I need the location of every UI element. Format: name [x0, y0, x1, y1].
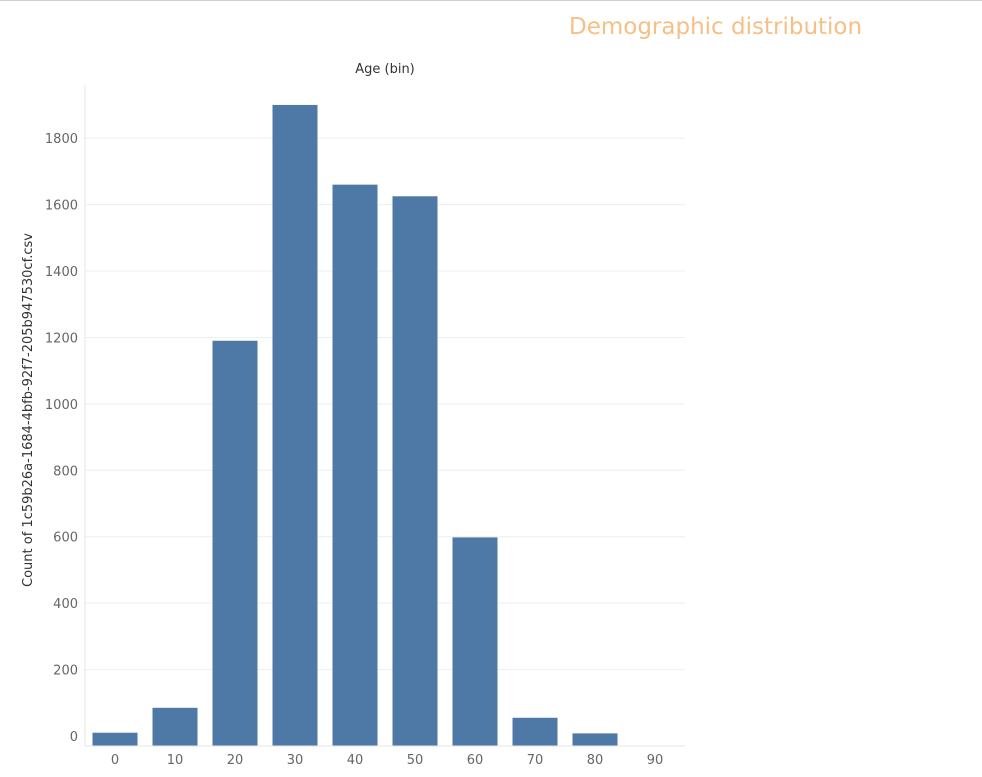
axes: [84, 85, 685, 747]
bar-40[interactable]: [332, 184, 378, 746]
y-tick-label: 1800: [45, 132, 78, 147]
x-tick-label: 70: [527, 753, 544, 768]
y-tick-label: 0: [70, 730, 78, 745]
bar-60[interactable]: [452, 537, 498, 746]
bar-30[interactable]: [272, 104, 318, 747]
bar-50[interactable]: [392, 196, 438, 746]
x-tick-label: 10: [167, 753, 184, 768]
bar-0[interactable]: [92, 732, 138, 746]
y-tick-label: 200: [53, 664, 78, 679]
x-tick-label: 60: [467, 753, 484, 768]
y-tick-label: 1600: [45, 199, 78, 214]
chart-title: Demographic distribution: [569, 14, 863, 40]
bar-80[interactable]: [572, 733, 618, 746]
bar-20[interactable]: [212, 340, 258, 746]
y-axis-title: Count of 1c59b26a-1684-4bfb-92f7-205b947…: [21, 233, 36, 587]
y-tick-label: 800: [53, 464, 78, 479]
y-tick-label: 400: [53, 597, 78, 612]
x-axis-title: Age (bin): [355, 62, 415, 77]
y-tick-label: 1200: [45, 331, 78, 346]
grid-lines: [85, 137, 685, 671]
x-tick-label: 80: [587, 753, 604, 768]
x-tick-label: 40: [347, 753, 364, 768]
bar-70[interactable]: [512, 717, 558, 746]
x-tick-label: 30: [287, 753, 304, 768]
bars: [92, 104, 618, 747]
y-tick-label: 1400: [45, 265, 78, 280]
x-tick-label: 50: [407, 753, 424, 768]
tick-labels: 0 200 400 600 800 1000 1200 1400 1600 1800 0 10 20 30…: [45, 132, 663, 768]
y-tick-label: 600: [53, 531, 78, 546]
x-tick-label: 90: [647, 753, 664, 768]
x-tick-label: 20: [227, 753, 244, 768]
y-tick-label: 1000: [45, 398, 78, 413]
bar-10[interactable]: [152, 707, 198, 746]
x-tick-label: 0: [111, 753, 119, 768]
top-border: [0, 0, 982, 1]
